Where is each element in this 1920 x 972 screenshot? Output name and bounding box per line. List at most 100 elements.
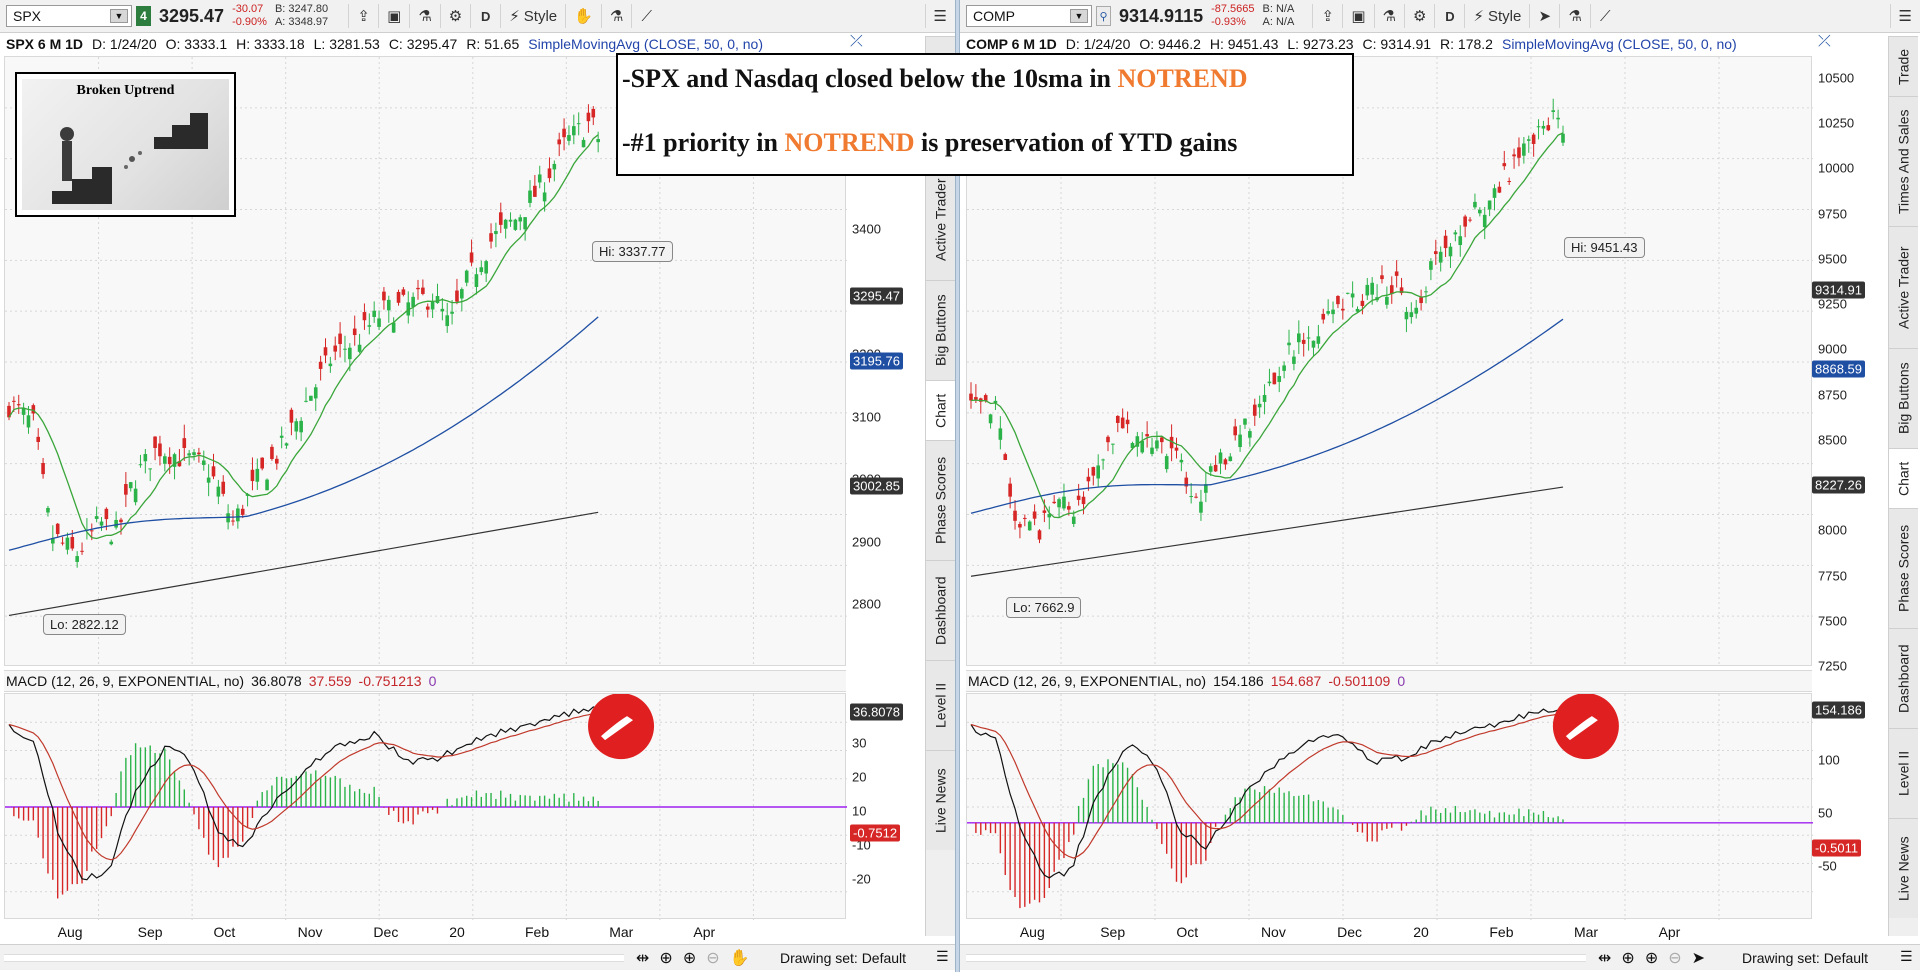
bar-low: L: 9273.23	[1287, 36, 1354, 52]
drawing-set-menu-icon[interactable]: ☰	[1900, 948, 1913, 964]
candle-down	[1018, 523, 1022, 528]
side-tab-level-ii[interactable]: Level II	[1889, 728, 1918, 818]
settings-gear-icon[interactable]: ⚙	[1403, 4, 1434, 28]
candle-up	[109, 541, 114, 545]
candle-down	[1321, 313, 1326, 320]
candle-down	[153, 436, 157, 448]
macd-axis[interactable]: 100 50 -50	[1814, 693, 1874, 919]
collapse-studies-icon[interactable]: ⤫	[850, 33, 863, 50]
side-tab-times-and-sales[interactable]: Times And Sales	[1889, 96, 1918, 226]
flask-icon[interactable]: ⚗	[600, 4, 631, 28]
side-tab-dashboard[interactable]: Dashboard	[1889, 628, 1918, 728]
flexible-grid-icon[interactable]: ▣	[378, 4, 409, 28]
side-tab-phase-scores[interactable]: Phase Scores	[1889, 508, 1918, 628]
hand-cursor-icon[interactable]: ✋	[565, 4, 601, 28]
macd-axis[interactable]: 40302010-10-20	[848, 693, 908, 919]
drawing-set-label[interactable]: Drawing set: Default	[1742, 950, 1869, 966]
share-icon[interactable]: ⇪	[1312, 4, 1342, 28]
style-menu[interactable]: ⚡ Style	[500, 4, 565, 28]
drawing-set-menu-icon[interactable]: ☰	[936, 948, 949, 964]
side-tab-big-buttons[interactable]: Big Buttons	[1889, 348, 1918, 448]
zoom-in-icon[interactable]: ⊕	[1644, 950, 1659, 967]
drawing-tools-icon[interactable]: ⟋	[1589, 4, 1620, 28]
period-button[interactable]: D	[1434, 4, 1464, 28]
line1-text: -SPX and Nasdaq closed below the 10sma i…	[622, 64, 1118, 93]
sma-study-label[interactable]: SimpleMovingAvg (CLOSE, 50, 0, no)	[528, 36, 763, 52]
side-tab-big-buttons[interactable]: Big Buttons	[926, 280, 955, 380]
candle-up	[1199, 501, 1203, 513]
pointer-icon[interactable]: ➤	[1691, 950, 1706, 967]
side-tab-level-ii[interactable]: Level II	[926, 660, 955, 750]
candle-down	[591, 108, 596, 118]
macd-diff: -0.751213	[358, 673, 422, 689]
pointer-icon[interactable]: ➤	[1529, 4, 1559, 28]
drawing-tools-icon[interactable]: ⟋	[631, 4, 661, 28]
link-group-badge[interactable]: 4	[136, 6, 151, 26]
settings-gear-icon[interactable]: ⚙	[439, 4, 470, 28]
collapse-studies-icon[interactable]: ⤫	[1818, 33, 1831, 50]
candle-up	[479, 267, 484, 273]
period-button[interactable]: D	[470, 4, 500, 28]
candle-down	[1184, 477, 1189, 487]
chevron-down-icon[interactable]: ▼	[1070, 9, 1088, 23]
macd-study-label[interactable]: MACD (12, 26, 9, EXPONENTIAL, no)	[6, 673, 245, 689]
crosshair-icon[interactable]: ⊕	[1621, 950, 1635, 967]
candle-up	[572, 126, 576, 136]
side-tab-trade[interactable]: Trade	[1889, 36, 1918, 96]
chevron-down-icon[interactable]: ▼	[110, 9, 128, 23]
side-tab-live-news[interactable]: Live News	[1889, 818, 1918, 918]
candle-down	[197, 452, 201, 455]
side-tab-phase-scores[interactable]: Phase Scores	[926, 440, 955, 560]
price-tag: 3295.47	[850, 287, 903, 305]
macd-chart[interactable]	[4, 693, 847, 920]
time-axis[interactable]: Aug Sep Oct Nov Dec 20 Feb Mar Apr	[966, 922, 1812, 942]
symbol-selector[interactable]: SPX ▼	[6, 5, 132, 27]
candle-down	[1443, 235, 1448, 249]
studies-icon[interactable]: ⚗	[409, 4, 439, 28]
drawing-set-label[interactable]: Drawing set: Default	[780, 950, 907, 966]
scroll-icon[interactable]: ⇹	[1598, 950, 1612, 967]
sma-study-label[interactable]: SimpleMovingAvg (CLOSE, 50, 0, no)	[1501, 36, 1737, 52]
scroll-icon[interactable]: ⇹	[636, 950, 650, 967]
side-tab-chart[interactable]: Chart	[926, 380, 955, 440]
horizontal-scrollbar[interactable]	[4, 954, 624, 962]
marker-arrow	[601, 716, 634, 741]
menu-icon[interactable]: ☰	[1889, 4, 1920, 28]
zoom-in-icon[interactable]: ⊕	[682, 950, 697, 967]
panel-divider[interactable]	[955, 0, 960, 972]
chart-symbol-period[interactable]: SPX 6 M 1D	[6, 36, 84, 52]
bid-ask: B: N/A A: N/A	[1263, 3, 1295, 29]
share-icon[interactable]: ⇪	[348, 4, 378, 28]
style-menu[interactable]: ⚡ Style	[1464, 4, 1529, 28]
time-axis[interactable]: Aug Sep Oct Nov Dec 20 Feb Mar Apr	[4, 922, 846, 942]
side-tab-live-news[interactable]: Live News	[926, 750, 955, 850]
side-tab-dashboard[interactable]: Dashboard	[926, 560, 955, 660]
zoom-out-icon[interactable]: ⊖	[706, 950, 720, 967]
candle-down	[338, 333, 342, 345]
symbol-selector[interactable]: COMP ▼	[966, 5, 1092, 27]
candle-down	[1463, 216, 1467, 227]
macd-study-label[interactable]: MACD (12, 26, 9, EXPONENTIAL, no)	[968, 673, 1207, 689]
link-settings-icon[interactable]: ⚲	[1096, 6, 1111, 26]
chart-symbol-period[interactable]: COMP 6 M 1D	[966, 36, 1057, 52]
candle-down	[16, 404, 21, 406]
flexible-grid-icon[interactable]: ▣	[1342, 4, 1373, 28]
candle-up	[1228, 456, 1233, 462]
candle-down	[401, 289, 406, 295]
month-label: Apr	[693, 924, 716, 940]
candle-down	[455, 290, 459, 302]
candle-down	[275, 458, 279, 464]
crosshair-icon[interactable]: ⊕	[659, 950, 673, 967]
flask-icon[interactable]: ⚗	[1559, 4, 1589, 28]
studies-icon[interactable]: ⚗	[1373, 4, 1404, 28]
macd-chart[interactable]	[966, 693, 1813, 920]
candle-down	[1125, 419, 1130, 425]
pan-hand-icon[interactable]: ✋	[729, 950, 750, 967]
side-tab-active-trader[interactable]: Active Trader	[1889, 226, 1918, 348]
side-tab-chart[interactable]: Chart	[1889, 448, 1918, 508]
zoom-out-icon[interactable]: ⊖	[1668, 950, 1682, 967]
menu-icon[interactable]: ☰	[924, 4, 955, 28]
side-tab-active-trader[interactable]: Active Trader	[926, 158, 955, 280]
horizontal-scrollbar[interactable]	[966, 954, 1586, 962]
candle-down	[104, 508, 109, 520]
